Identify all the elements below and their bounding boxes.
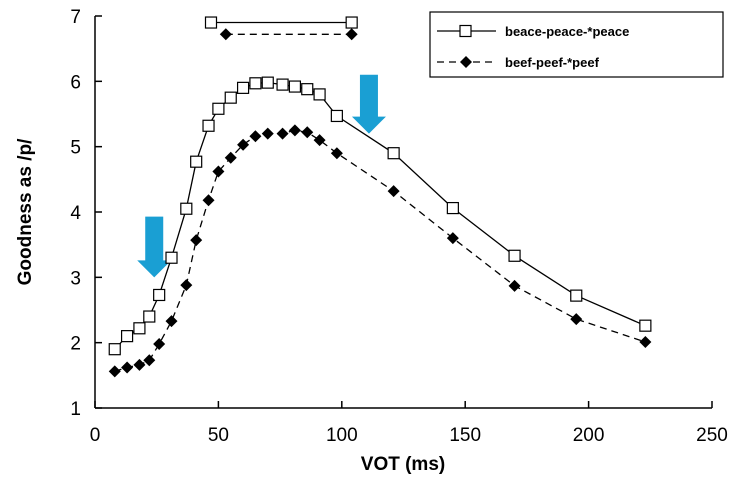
data-point	[108, 365, 121, 378]
data-point	[276, 127, 289, 140]
x-tick-label: 200	[573, 425, 605, 446]
data-point	[313, 134, 326, 147]
data-point	[387, 147, 400, 160]
data-point	[288, 80, 302, 93]
data-point	[446, 232, 459, 245]
x-tick-label: 100	[326, 425, 358, 446]
data-point	[202, 194, 215, 207]
annotation-layer	[137, 74, 386, 278]
data-point	[261, 76, 274, 89]
series-line	[114, 81, 646, 350]
legend: beace-peace-*peace beef-peef-*peef	[429, 11, 724, 78]
series-1	[108, 16, 652, 356]
data-point	[202, 119, 215, 132]
data-point	[165, 315, 178, 328]
data-point	[212, 102, 225, 115]
data-point	[508, 279, 521, 292]
annotation-arrow	[351, 74, 386, 134]
data-point	[180, 279, 193, 292]
data-point	[121, 361, 134, 374]
x-tick-label: 150	[449, 425, 481, 446]
legend-marker-series-2	[460, 56, 472, 68]
data-point	[249, 77, 262, 90]
data-point	[120, 330, 134, 343]
data-point	[261, 127, 274, 140]
data-point	[249, 130, 262, 143]
legend-box	[429, 11, 724, 78]
data-point	[570, 289, 583, 302]
data-point	[133, 358, 146, 371]
data-point	[237, 138, 250, 151]
series-2	[108, 28, 652, 378]
data-point	[180, 202, 193, 215]
y-tick-label: 2	[70, 334, 81, 355]
data-point	[212, 165, 225, 178]
y-tick-label: 4	[70, 203, 81, 224]
series-layer	[108, 16, 652, 378]
y-tick-label: 3	[70, 268, 81, 289]
data-point	[288, 124, 301, 137]
data-point	[330, 147, 343, 160]
y-tick-label: 1	[70, 399, 81, 420]
ticks: 0 50 100 150 200 250 1 2 3 4 5 6 7	[70, 7, 727, 446]
data-point	[313, 88, 326, 101]
annotation-arrow	[137, 216, 172, 278]
x-tick-label: 0	[90, 425, 101, 446]
y-tick-label: 5	[70, 138, 81, 159]
data-point	[330, 109, 343, 123]
data-point	[639, 336, 652, 349]
data-point	[133, 322, 146, 335]
y-axis-label: Goodness as /p/	[15, 138, 36, 285]
data-point	[153, 337, 166, 350]
reference-marker	[345, 16, 358, 29]
data-point	[276, 78, 289, 91]
data-point	[108, 343, 121, 356]
reference-marker	[345, 28, 358, 41]
data-point	[387, 185, 400, 198]
data-point	[190, 234, 203, 247]
data-point	[301, 83, 314, 96]
data-point	[153, 288, 166, 302]
data-point	[224, 151, 237, 164]
x-tick-label: 250	[696, 425, 728, 446]
y-tick-label: 6	[70, 72, 81, 93]
reference-marker	[219, 28, 232, 41]
data-point	[143, 354, 156, 367]
data-point	[143, 310, 156, 323]
x-tick-label: 50	[208, 425, 229, 446]
data-point	[508, 249, 521, 262]
y-tick-label: 7	[70, 7, 81, 28]
data-point	[236, 81, 250, 94]
legend-label-series-2: beef-peef-*peef	[505, 55, 600, 70]
data-point	[224, 91, 237, 104]
data-point	[190, 155, 203, 168]
legend-label-series-1: beace-peace-*peace	[505, 24, 629, 39]
data-point	[301, 126, 314, 139]
data-point	[570, 313, 583, 326]
data-point	[446, 201, 459, 215]
data-point	[165, 251, 178, 264]
data-point	[639, 319, 652, 332]
x-axis-label: VOT (ms)	[361, 454, 445, 475]
reference-marker	[204, 16, 218, 29]
legend-marker-series-1	[459, 24, 472, 38]
